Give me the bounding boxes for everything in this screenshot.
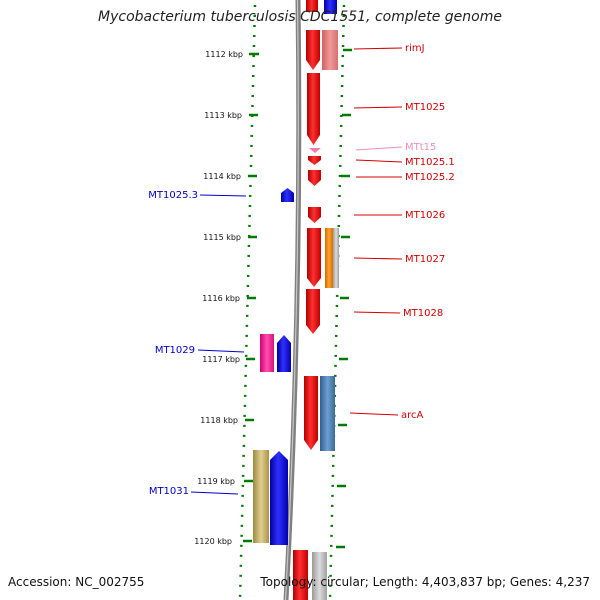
tick-label-1117: 1117 kbp [202,355,240,364]
feature-salmon[interactable] [322,30,338,70]
tick-label-1112: 1112 kbp [205,50,243,59]
tick-label-1115: 1115 kbp [203,233,241,242]
feature-arca-steel[interactable] [320,376,335,451]
tick-label-1119: 1119 kbp [197,477,235,486]
label-mt1025-1: MT1025.1 [405,157,455,168]
feature-mt1025-3[interactable] [281,188,294,202]
feature-mt1028[interactable] [306,289,320,334]
feature-mt1029-pink[interactable] [260,334,274,372]
label-mt1031: MT1031 [149,486,189,497]
feature-mt1029-blue[interactable] [277,335,291,372]
tick-label-1113: 1113 kbp [204,111,242,120]
map-title: Mycobacterium tuberculosis CDC1551, comp… [98,9,502,25]
tick-label-1118: 1118 kbp [200,416,238,425]
feature-mt1031-blue[interactable] [270,451,288,545]
feature-arca-red[interactable] [304,376,318,450]
feature-mt1026[interactable] [308,207,321,223]
feature-mt1025[interactable] [307,73,320,145]
feature-top-blue[interactable] [324,0,337,14]
feature-rimj[interactable] [306,30,320,70]
tick-marks [243,48,352,549]
feature-mt1031-olive[interactable] [253,450,269,543]
label-mt1026: MT1026 [405,210,445,221]
label-mt1027: MT1027 [405,254,445,265]
accession-text: Accession: NC_002755 [8,575,145,589]
genome-summary-text: Topology: circular; Length: 4,403,837 bp… [260,575,590,589]
feature-top-red[interactable] [306,0,318,12]
label-mt1025-2: MT1025.2 [405,172,455,183]
left-track [238,4,257,600]
label-mt1025-3: MT1025.3 [148,190,198,201]
right-track [328,4,346,600]
feature-mt1027-red[interactable] [307,228,321,287]
feature-bottom-red[interactable] [293,550,308,600]
feature-mt1025-2[interactable] [308,170,321,186]
label-mt1028: MT1028 [403,308,443,319]
tick-label-1120: 1120 kbp [194,537,232,546]
label-mtt15: MTt15 [405,142,436,153]
label-mt1025: MT1025 [405,102,445,113]
feature-bottom-gray[interactable] [312,552,327,600]
tick-label-1114: 1114 kbp [203,172,241,181]
tick-label-1116: 1116 kbp [202,294,240,303]
feature-mt1025-1[interactable] [308,156,321,165]
label-mt1029: MT1029 [155,345,195,356]
feature-mtt15[interactable] [309,148,321,153]
label-rimj: rimJ [405,43,425,54]
feature-mt1027-gray[interactable] [333,228,339,288]
label-arca: arcA [401,410,424,421]
feature-mt1027-orange[interactable] [325,228,333,288]
